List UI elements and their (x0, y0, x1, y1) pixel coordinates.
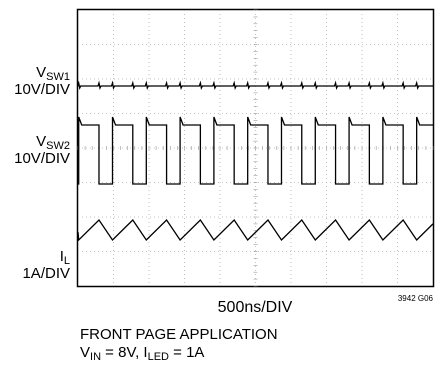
il-scale: 1A/DIV (22, 265, 70, 282)
il-label: IL 1A/DIV (22, 248, 70, 282)
x-axis-label: 500ns/DIV (218, 299, 293, 316)
il-symbol: I (59, 248, 64, 265)
iled-symbol: I (143, 344, 148, 361)
iled-subscript: LED (147, 351, 169, 363)
il-subscript: L (63, 255, 70, 267)
vsw1-subscript: SW1 (46, 71, 70, 83)
vsw1-symbol: V (36, 64, 47, 81)
vsw1-label: VSW1 10V/DIV (14, 64, 70, 98)
vsw1-scale: 10V/DIV (14, 81, 70, 98)
vin-subscript: IN (90, 351, 102, 363)
series-vsw1-trace (76, 80, 433, 90)
caption-conditions: VIN = 8V, ILED = 1A (80, 344, 205, 363)
vsw2-subscript: SW2 (46, 140, 70, 152)
vsw2-symbol: V (36, 133, 47, 150)
series-il-trace (77, 218, 434, 242)
vin-symbol: V (80, 344, 91, 361)
caption-title: FRONT PAGE APPLICATION (80, 326, 278, 343)
traces (76, 80, 434, 242)
figure-code: 3942 G06 (398, 294, 434, 303)
caption: FRONT PAGE APPLICATION VIN = 8V, ILED = … (80, 326, 278, 363)
grid (77, 9, 434, 287)
series-vsw2-trace (78, 116, 433, 185)
iled-value: = 1A (169, 344, 205, 361)
vsw2-label: VSW2 10V/DIV (14, 133, 70, 167)
vin-value: = 8V, (101, 344, 144, 361)
vsw2-scale: 10V/DIV (14, 150, 70, 167)
